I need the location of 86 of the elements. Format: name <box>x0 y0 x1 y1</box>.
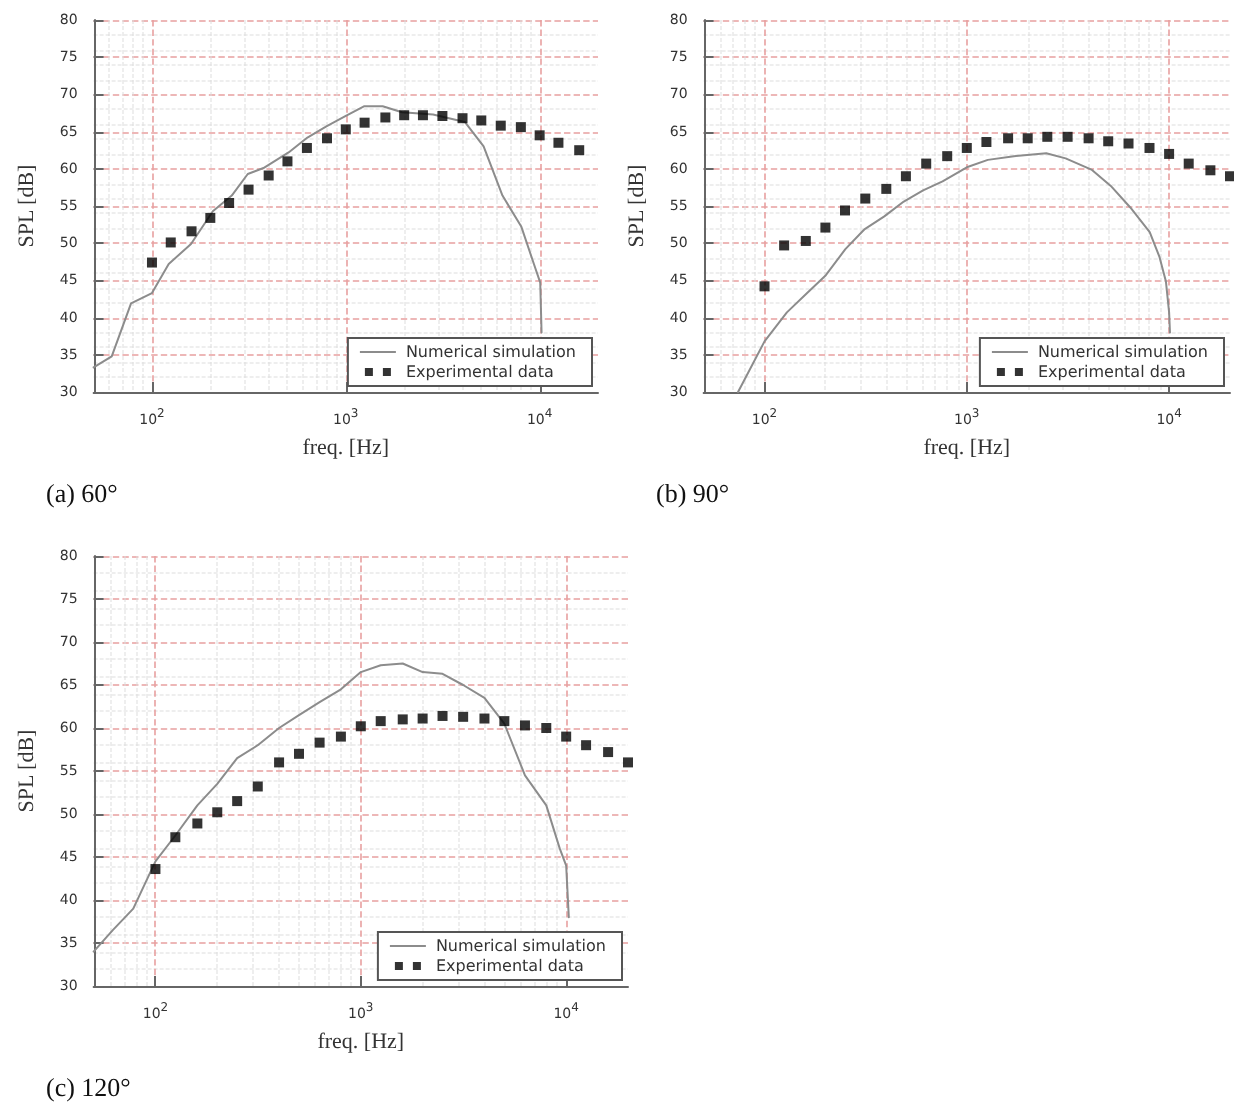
point <box>457 113 468 124</box>
point <box>322 133 333 144</box>
point <box>359 117 370 128</box>
point <box>399 110 410 121</box>
point <box>340 124 351 135</box>
point <box>1103 136 1114 147</box>
point <box>921 158 932 169</box>
point <box>335 731 346 742</box>
point <box>499 716 510 727</box>
point <box>1123 138 1134 149</box>
point <box>942 151 953 162</box>
point <box>495 120 506 131</box>
point <box>355 721 366 732</box>
text: (c) 120° <box>46 1072 131 1102</box>
point <box>603 747 614 758</box>
point <box>881 183 892 194</box>
y-axis-title: SPL [dB] <box>625 164 649 248</box>
y-axis-title: SPL [dB] <box>15 729 39 813</box>
point <box>146 257 157 268</box>
point <box>840 205 851 216</box>
point <box>397 714 408 725</box>
point <box>534 130 545 141</box>
text: (a) 60° <box>46 478 118 508</box>
point <box>150 864 161 875</box>
point <box>293 748 304 759</box>
point <box>458 711 469 722</box>
point <box>282 156 293 167</box>
legend-label: Experimental data <box>435 957 584 975</box>
point <box>581 740 592 751</box>
point <box>900 171 911 182</box>
point <box>224 198 235 209</box>
point <box>759 281 770 292</box>
point <box>553 137 564 148</box>
x-axis-title: freq. [Hz] <box>302 435 390 460</box>
point <box>232 796 243 807</box>
point <box>263 170 274 181</box>
point <box>1062 131 1073 142</box>
legend-label: Numerical simulation <box>1037 343 1209 361</box>
point <box>1083 133 1094 144</box>
point <box>860 193 871 204</box>
point <box>1205 165 1216 176</box>
point <box>519 720 530 731</box>
point <box>243 184 254 195</box>
legend-label: Experimental data <box>1037 363 1186 381</box>
point <box>192 818 203 829</box>
point <box>1022 133 1033 144</box>
point <box>170 832 181 843</box>
point <box>1003 133 1014 144</box>
x-axis-title: freq. [Hz] <box>923 435 1011 460</box>
point <box>515 122 526 133</box>
point <box>165 237 176 248</box>
point <box>205 212 216 223</box>
point <box>437 110 448 121</box>
point <box>380 112 391 123</box>
point <box>212 807 223 818</box>
point <box>1042 131 1053 142</box>
point <box>417 110 428 121</box>
point <box>981 137 992 148</box>
point <box>623 757 633 768</box>
point <box>541 723 552 733</box>
point <box>820 222 831 233</box>
legend-label: Numerical simulation <box>405 343 577 361</box>
point <box>1144 142 1155 153</box>
y-axis-title: SPL [dB] <box>15 164 39 248</box>
text: (b) 90° <box>656 478 730 508</box>
point <box>186 226 197 237</box>
point <box>779 240 790 251</box>
point <box>417 713 428 724</box>
point <box>1225 171 1234 182</box>
x-axis-title: freq. [Hz] <box>317 1029 405 1054</box>
point <box>561 731 572 742</box>
point <box>314 737 325 748</box>
point <box>252 781 263 792</box>
point <box>476 115 487 126</box>
point <box>437 710 448 721</box>
point <box>301 142 312 153</box>
point <box>375 716 386 727</box>
legend-label: Experimental data <box>405 363 554 381</box>
point <box>961 142 972 153</box>
point <box>1183 158 1194 169</box>
point <box>800 235 811 246</box>
point <box>274 757 285 768</box>
legend-label: Numerical simulation <box>435 937 607 955</box>
point <box>479 713 490 724</box>
point <box>574 145 585 156</box>
point <box>1164 148 1175 159</box>
